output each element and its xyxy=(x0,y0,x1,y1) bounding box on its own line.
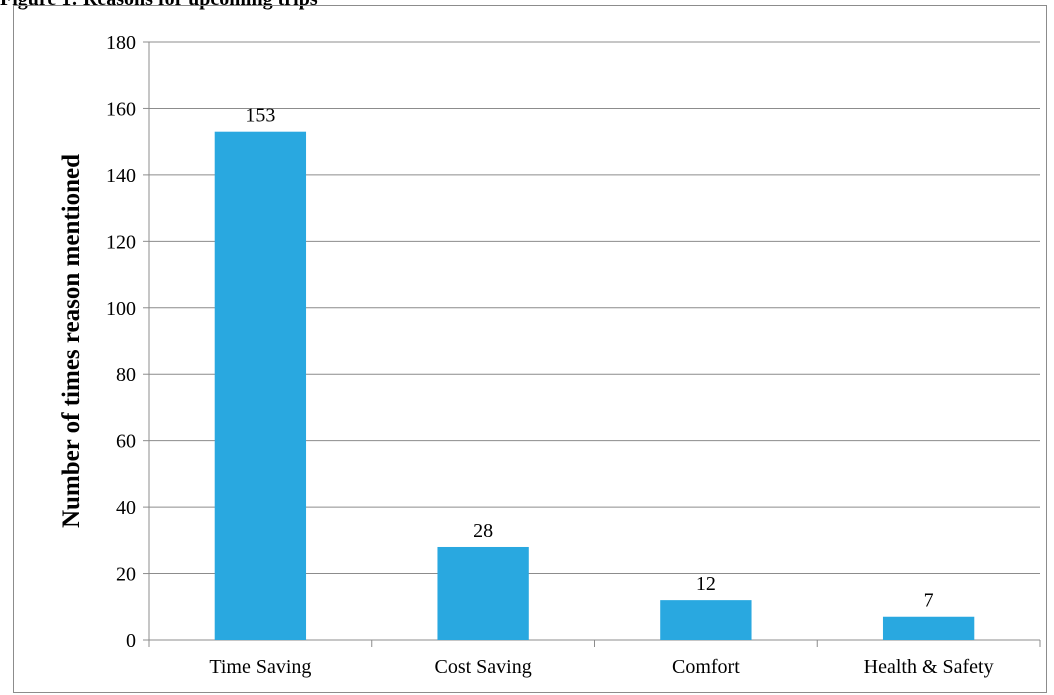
bar-1 xyxy=(437,546,529,640)
data-label-0: 153 xyxy=(245,105,275,127)
data-label-3: 7 xyxy=(924,590,934,612)
y-tick-label-100: 100 xyxy=(106,298,136,320)
bar-3 xyxy=(882,616,975,640)
y-tick-label-40: 40 xyxy=(116,497,136,519)
y-tick-label-180: 180 xyxy=(106,32,136,54)
y-tick-label-160: 160 xyxy=(106,98,136,120)
data-labels: 153 28 12 7 xyxy=(245,105,933,612)
bars xyxy=(214,131,975,640)
y-tick-label-60: 60 xyxy=(116,431,136,453)
chart-frame xyxy=(13,5,1047,693)
y-tick-label-140: 140 xyxy=(106,165,136,187)
data-label-1: 28 xyxy=(473,520,493,542)
bar-2 xyxy=(660,600,752,640)
bar-0 xyxy=(214,131,307,640)
gridlines xyxy=(149,41,1040,575)
category-label-1: Cost Saving xyxy=(435,656,532,678)
category-label-0: Time Saving xyxy=(209,656,311,678)
y-tick-label-120: 120 xyxy=(106,231,136,253)
category-labels: Time Saving Cost Saving Comfort Health & Sa… xyxy=(209,656,993,678)
y-tick-labels: 0 20 40 60 80 100 120 140 160 180 xyxy=(106,32,136,652)
y-tick-label-80: 80 xyxy=(116,364,136,386)
y-axis-title: Number of times reason mentioned xyxy=(58,154,85,528)
category-label-2: Comfort xyxy=(672,656,740,678)
data-label-2: 12 xyxy=(696,573,716,595)
category-label-3: Health & Safety xyxy=(864,656,994,678)
y-tick-label-20: 20 xyxy=(116,564,136,586)
y-tick-label-0: 0 xyxy=(126,630,136,652)
